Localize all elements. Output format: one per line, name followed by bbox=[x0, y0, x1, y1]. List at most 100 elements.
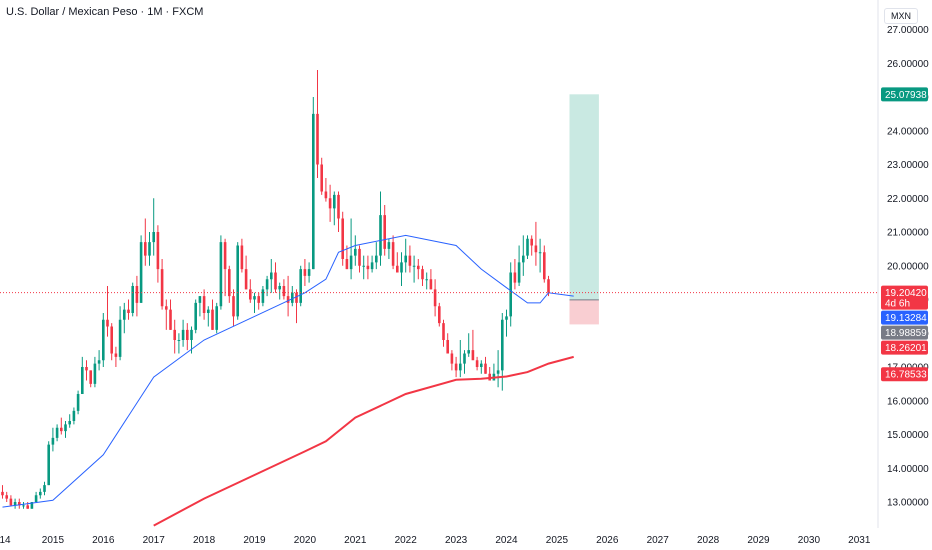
candle-body bbox=[421, 269, 424, 280]
candle-body bbox=[34, 495, 38, 502]
candle-body bbox=[412, 265, 416, 267]
candle-body bbox=[467, 350, 470, 354]
candle-body bbox=[228, 269, 231, 297]
x-tick-label: 2026 bbox=[596, 535, 619, 546]
candle-body bbox=[9, 498, 13, 506]
candle-body bbox=[274, 272, 277, 290]
candle-body bbox=[547, 279, 550, 293]
candle-body bbox=[379, 215, 382, 256]
candle-body bbox=[114, 353, 118, 357]
candle-body bbox=[362, 265, 365, 267]
candle-body bbox=[123, 309, 126, 320]
x-tick-label: 2022 bbox=[395, 535, 418, 546]
x-tick-label: 14 bbox=[0, 535, 11, 546]
candle-body bbox=[127, 309, 130, 313]
candle-body bbox=[244, 269, 248, 290]
candle-body bbox=[169, 309, 172, 330]
candle-body bbox=[270, 272, 273, 280]
candle-body bbox=[93, 363, 97, 384]
candle-body bbox=[538, 252, 542, 254]
candle-body bbox=[522, 255, 525, 263]
candle-body bbox=[186, 329, 189, 340]
candle-body bbox=[165, 306, 168, 310]
candle-body bbox=[47, 444, 50, 486]
x-tick-label: 2030 bbox=[798, 535, 821, 546]
candle-body bbox=[173, 329, 176, 340]
price-label-countdown: 4d 6h bbox=[885, 299, 910, 310]
x-tick-label: 2025 bbox=[546, 535, 569, 546]
candle-body bbox=[328, 198, 332, 209]
candle-body bbox=[106, 319, 109, 327]
candle-body bbox=[39, 491, 42, 496]
candle-body bbox=[85, 367, 88, 371]
candle-body bbox=[534, 245, 538, 253]
candle-body bbox=[446, 340, 449, 354]
candle-body bbox=[215, 306, 218, 330]
candle-body bbox=[139, 242, 143, 303]
candle-body bbox=[341, 218, 344, 259]
candle-body bbox=[543, 252, 546, 280]
candle-body bbox=[442, 323, 445, 340]
x-tick-label: 2020 bbox=[294, 535, 317, 546]
candle-body bbox=[459, 363, 462, 371]
candle-body bbox=[291, 292, 294, 303]
candle-body bbox=[152, 232, 155, 243]
candle-body bbox=[480, 363, 483, 367]
candle-body bbox=[496, 370, 500, 374]
candle-body bbox=[417, 265, 420, 270]
price-label-badge bbox=[881, 310, 928, 325]
moving-averages bbox=[2, 234, 574, 527]
price-label-badge bbox=[881, 285, 928, 310]
candle-body bbox=[253, 296, 256, 300]
price-label-text: 18.26201 bbox=[885, 343, 927, 354]
x-tick-label: 2021 bbox=[344, 535, 367, 546]
candle-body bbox=[211, 309, 214, 330]
ma-slow-line bbox=[153, 355, 574, 527]
price-label-text: 19.20420 bbox=[885, 288, 927, 299]
candle-body bbox=[190, 329, 193, 340]
candle-body bbox=[236, 245, 239, 317]
candle-body bbox=[429, 279, 433, 290]
candle-body bbox=[43, 485, 46, 492]
price-label-badge bbox=[881, 325, 928, 340]
candle-body bbox=[383, 215, 386, 249]
candle-body bbox=[1, 491, 4, 496]
candle-body bbox=[249, 289, 252, 300]
candle-body bbox=[307, 269, 311, 276]
candle-body bbox=[505, 316, 508, 320]
candle-body bbox=[156, 232, 160, 270]
x-tick-label: 2024 bbox=[495, 535, 518, 546]
candle-body bbox=[257, 296, 260, 303]
candle-body bbox=[295, 292, 298, 303]
y-tick-label: 13.00000 bbox=[887, 498, 929, 509]
price-label-text: 16.78533 bbox=[885, 370, 927, 381]
candle-body bbox=[148, 242, 151, 256]
time-axis[interactable]: 14 2015 2016 2017 2018 2019 2020 2021 2022 2023 20… bbox=[0, 535, 871, 546]
candle-body bbox=[160, 269, 164, 307]
candle-body bbox=[135, 286, 139, 303]
candle-body bbox=[118, 319, 122, 357]
candle-body bbox=[387, 242, 391, 249]
candle-body bbox=[51, 437, 55, 445]
currency-button[interactable]: MXN bbox=[884, 8, 918, 24]
candle-body bbox=[526, 238, 529, 256]
candle-body bbox=[396, 265, 399, 273]
price-label-text: 18.98859 bbox=[885, 328, 927, 339]
y-tick-label: 21.00000 bbox=[887, 228, 929, 239]
candle-body bbox=[320, 164, 323, 192]
candle-body bbox=[286, 296, 290, 303]
y-tick-label: 22.00000 bbox=[887, 194, 929, 205]
candle-body bbox=[198, 296, 202, 303]
x-tick-label: 2016 bbox=[92, 535, 115, 546]
candle-body bbox=[438, 306, 441, 324]
candle-body bbox=[194, 302, 197, 330]
candle-body bbox=[110, 326, 113, 354]
candle-body bbox=[324, 191, 328, 199]
x-tick-label: 2019 bbox=[243, 535, 266, 546]
y-tick-label: 16.00000 bbox=[887, 396, 929, 407]
target-zone bbox=[569, 94, 599, 300]
candle-body bbox=[30, 502, 34, 509]
candle-body bbox=[102, 319, 105, 361]
